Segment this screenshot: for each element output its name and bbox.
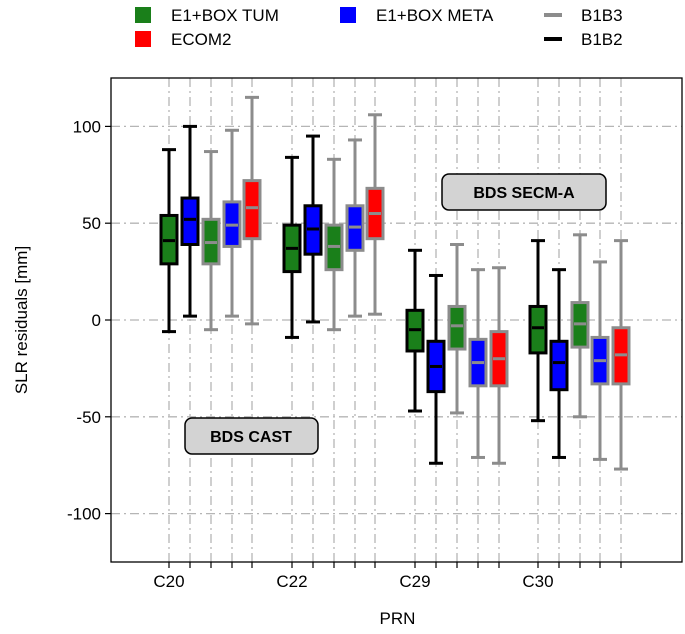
- x-tick-label-c22: C22: [276, 572, 307, 591]
- legend: E1+BOX TUM ECOM2 E1+BOX META B1B3 B1B2: [135, 6, 623, 49]
- box-c22-2: [303, 134, 323, 324]
- y-tick-label: 50: [82, 214, 101, 233]
- box-c20-5: [242, 95, 262, 326]
- legend-label: ECOM2: [171, 30, 231, 49]
- box-c22-3: [324, 157, 344, 332]
- legend-label: E1+BOX META: [376, 6, 494, 25]
- box-c29-1: [405, 248, 425, 413]
- legend-label: B1B3: [581, 6, 623, 25]
- box-c29-3: [447, 242, 467, 415]
- box-c22-1: [282, 155, 302, 339]
- annotation-bds-secm-a-text: BDS SECM-A: [473, 185, 575, 202]
- box-c29-5: [489, 266, 509, 465]
- x-tick-label-c30: C30: [522, 572, 553, 591]
- axis-ticks: -100 -50 0 50 100 C20 C22 C29 C30: [67, 117, 622, 591]
- annotation-bds-cast-text: BDS CAST: [210, 429, 292, 446]
- box-c30-3: [570, 233, 590, 419]
- legend-item-1: E1+BOX TUM: [135, 6, 279, 25]
- box-c20-1: [159, 148, 179, 334]
- box-c30-2: [549, 268, 569, 459]
- box-c29-4: [468, 268, 488, 459]
- box-c22-5: [365, 113, 385, 316]
- legend-item-2: ECOM2: [135, 30, 231, 49]
- y-axis-label: SLR residuals [mm]: [12, 246, 31, 394]
- y-tick-label: -100: [67, 505, 101, 524]
- legend-swatch: [135, 31, 151, 47]
- legend-item-5: B1B2: [544, 30, 623, 49]
- legend-label: B1B2: [581, 30, 623, 49]
- box-c30-1: [528, 239, 548, 423]
- annotation-bds-cast: BDS CAST: [184, 417, 319, 455]
- box-body: [447, 304, 467, 351]
- box-c30-4: [590, 260, 610, 461]
- x-tick-label-c29: C29: [399, 572, 430, 591]
- box-body: [549, 339, 569, 392]
- box-c29-2: [426, 273, 446, 465]
- box-c20-3: [201, 150, 221, 332]
- box-c30-5: [611, 239, 631, 471]
- box-c20-4: [222, 128, 242, 318]
- x-tick-label-c20: C20: [153, 572, 184, 591]
- legend-swatch: [135, 7, 151, 23]
- box-body: [242, 179, 262, 241]
- box-body: [180, 196, 200, 246]
- y-tick-label: -50: [76, 408, 101, 427]
- box-c20-2: [180, 124, 200, 318]
- legend-swatch: [340, 7, 356, 23]
- y-tick-label: 0: [92, 311, 101, 330]
- legend-label: E1+BOX TUM: [171, 6, 279, 25]
- box-body: [528, 304, 548, 355]
- box-c22-4: [345, 138, 365, 318]
- y-tick-label: 100: [73, 117, 101, 136]
- legend-item-4: B1B3: [544, 6, 623, 25]
- x-axis-label: PRN: [380, 609, 416, 628]
- legend-item-3: E1+BOX META: [340, 6, 494, 25]
- grid: [111, 78, 682, 562]
- annotation-bds-secm-a: BDS SECM-A: [441, 173, 607, 211]
- boxes: [159, 95, 631, 471]
